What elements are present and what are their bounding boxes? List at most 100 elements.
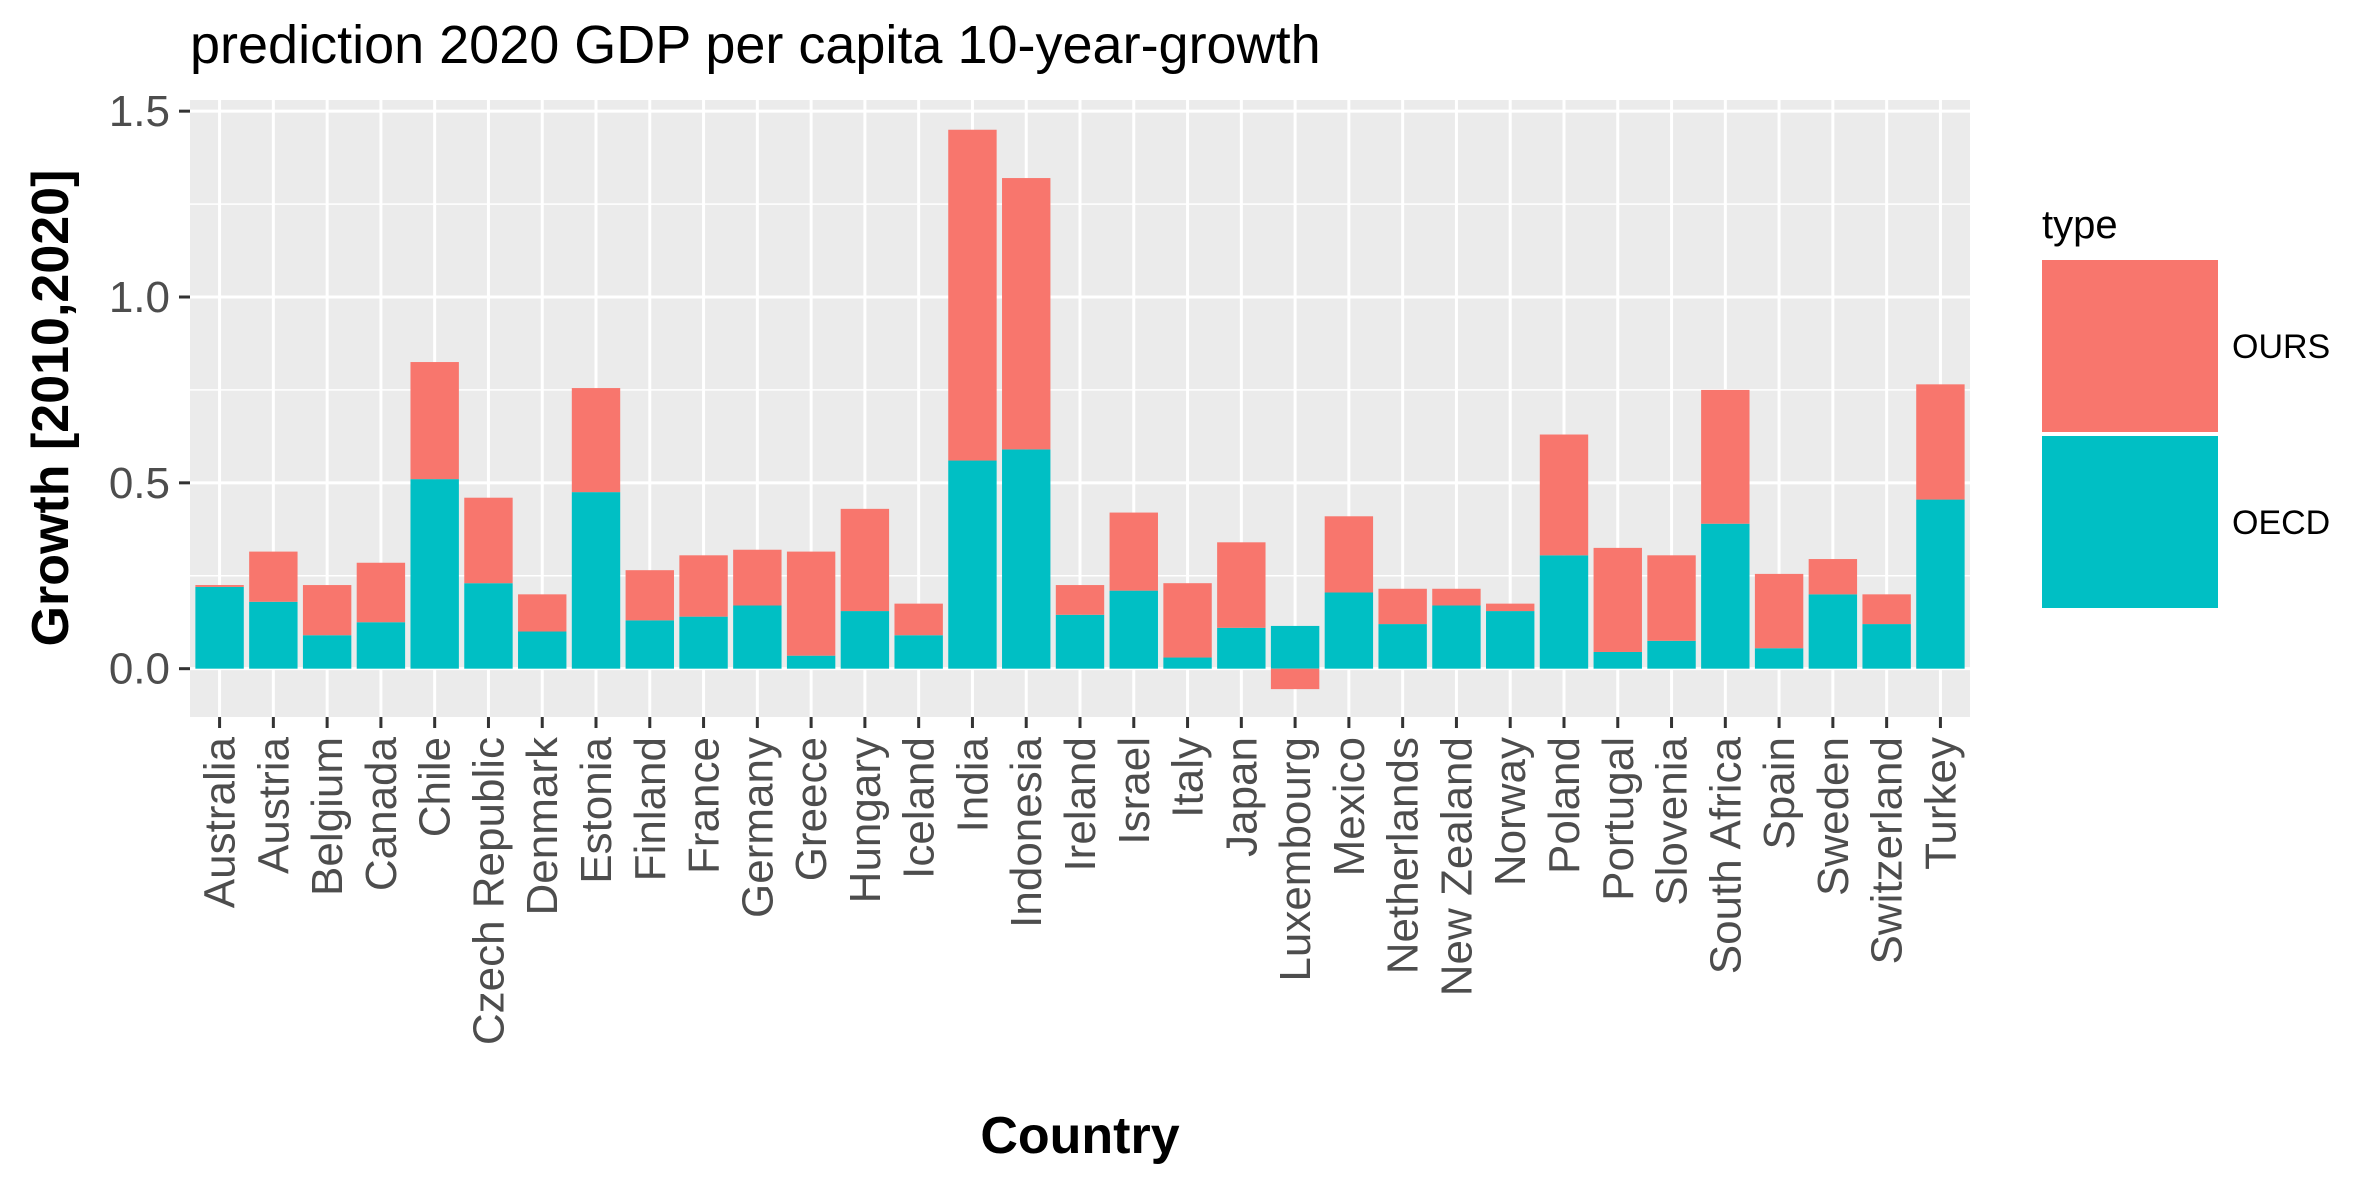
- bar-ours: [1002, 178, 1051, 450]
- x-tick-label: Germany: [733, 737, 782, 918]
- y-tick-label: 0.5: [109, 459, 170, 508]
- bar-oecd: [1163, 657, 1212, 669]
- bar-oecd: [1862, 624, 1911, 669]
- x-tick-label: Switzerland: [1863, 737, 1912, 964]
- bar-ours: [302, 585, 352, 636]
- x-tick-label: Netherlands: [1379, 737, 1428, 974]
- legend: type OURS OECD: [2042, 203, 2330, 608]
- bar-oecd: [840, 611, 890, 669]
- bar-oecd: [518, 631, 567, 669]
- x-tick-label: Hungary: [841, 737, 890, 903]
- bar-ours: [894, 603, 943, 636]
- x-tick-label: Australia: [196, 736, 245, 908]
- x-tick-label: Sweden: [1809, 737, 1858, 896]
- bar-oecd: [1808, 594, 1858, 669]
- bar-layer: [195, 129, 1965, 690]
- bar-oecd: [1539, 555, 1589, 669]
- bar-oecd: [356, 622, 406, 669]
- x-tick-label: Norway: [1486, 737, 1535, 886]
- bar-oecd: [1217, 627, 1266, 669]
- x-tick-label: Austria: [249, 736, 298, 873]
- x-tick-label: Czech Republic: [464, 737, 513, 1045]
- bar-ours: [1808, 559, 1858, 595]
- bar-oecd: [733, 605, 782, 669]
- x-tick-label: Israel: [1110, 737, 1159, 845]
- x-tick-label: New Zealand: [1432, 737, 1481, 996]
- bar-oecd: [1432, 605, 1481, 669]
- bar-oecd: [1055, 614, 1105, 669]
- bar-ours: [1593, 547, 1642, 652]
- bar-ours: [679, 555, 728, 617]
- bar-oecd: [464, 583, 513, 669]
- x-tick-label: Chile: [411, 737, 460, 837]
- x-tick-label: Indonesia: [1002, 736, 1051, 927]
- bar-ours: [1486, 603, 1535, 612]
- bar-ours: [1109, 512, 1158, 591]
- x-tick-label: Estonia: [572, 736, 621, 883]
- bar-oecd: [1754, 648, 1804, 669]
- bar-oecd: [571, 492, 621, 669]
- bar-oecd: [1486, 611, 1535, 669]
- bar-ours: [786, 551, 836, 656]
- bar-oecd: [1324, 592, 1374, 669]
- bar-ours: [464, 497, 513, 584]
- bar-oecd: [1378, 624, 1427, 669]
- bar-ours: [1163, 583, 1212, 658]
- bar-ours: [1647, 555, 1696, 641]
- x-tick-label: Finland: [626, 737, 675, 881]
- x-tick-label: Portugal: [1594, 737, 1643, 901]
- y-axis-title: Growth [2010,2020]: [22, 170, 80, 647]
- bar-oecd: [410, 479, 459, 669]
- x-tick-label: Iceland: [895, 737, 944, 879]
- bar-oecd: [948, 460, 997, 669]
- bar-oecd: [1916, 499, 1965, 669]
- x-axis-title: Country: [980, 1107, 1179, 1165]
- bar-ours: [1754, 573, 1804, 649]
- bar-ours: [625, 570, 674, 621]
- bar-oecd: [1701, 523, 1750, 669]
- bar-oecd: [1270, 625, 1320, 669]
- y-tick-label: 1.0: [109, 273, 170, 322]
- bar-ours: [356, 562, 406, 623]
- x-tick-label: Belgium: [303, 737, 352, 896]
- bar-oecd: [1593, 651, 1642, 669]
- bar-oecd: [894, 635, 943, 669]
- legend-key-ours: [2042, 260, 2218, 432]
- legend-key-oecd: [2042, 436, 2218, 608]
- bar-ours: [1701, 389, 1750, 524]
- bar-ours: [410, 362, 459, 480]
- x-tick-label: Slovenia: [1648, 736, 1697, 905]
- bar-ours: [249, 551, 298, 602]
- x-tick-label: Spain: [1755, 737, 1804, 850]
- bar-ours: [1270, 668, 1320, 690]
- x-tick-label: India: [948, 736, 997, 832]
- bar-oecd: [786, 655, 836, 669]
- bar-oecd: [195, 586, 244, 669]
- x-tick-label: Ireland: [1056, 737, 1105, 872]
- bar-ours: [195, 585, 244, 587]
- x-tick-label: Italy: [1164, 737, 1213, 818]
- bar-ours: [733, 549, 782, 606]
- x-tick-label: South Africa: [1701, 736, 1750, 974]
- x-tick-label: Mexico: [1325, 737, 1374, 876]
- bar-oecd: [679, 616, 728, 669]
- x-tick-label: Luxembourg: [1271, 737, 1320, 982]
- bar-ours: [518, 594, 567, 632]
- y-tick-label: 0.0: [109, 645, 170, 694]
- bar-ours: [1862, 594, 1911, 625]
- x-tick-label: Turkey: [1916, 737, 1965, 870]
- bar-oecd: [625, 620, 674, 669]
- bar-oecd: [1109, 590, 1158, 669]
- x-tick-label: Greece: [787, 737, 836, 881]
- x-tick-label: Poland: [1540, 737, 1589, 874]
- x-tick-label: France: [680, 737, 729, 874]
- y-tick-label: 1.5: [109, 87, 170, 136]
- axis-layer: 0.0 0.5 1.0 1.5 Australia Austria Belgium Canad…: [109, 87, 1966, 1045]
- bar-ours: [1432, 588, 1481, 606]
- bar-oecd: [249, 601, 298, 669]
- bar-ours: [1324, 516, 1374, 593]
- bar-ours: [840, 508, 890, 612]
- bar-ours: [1055, 585, 1105, 615]
